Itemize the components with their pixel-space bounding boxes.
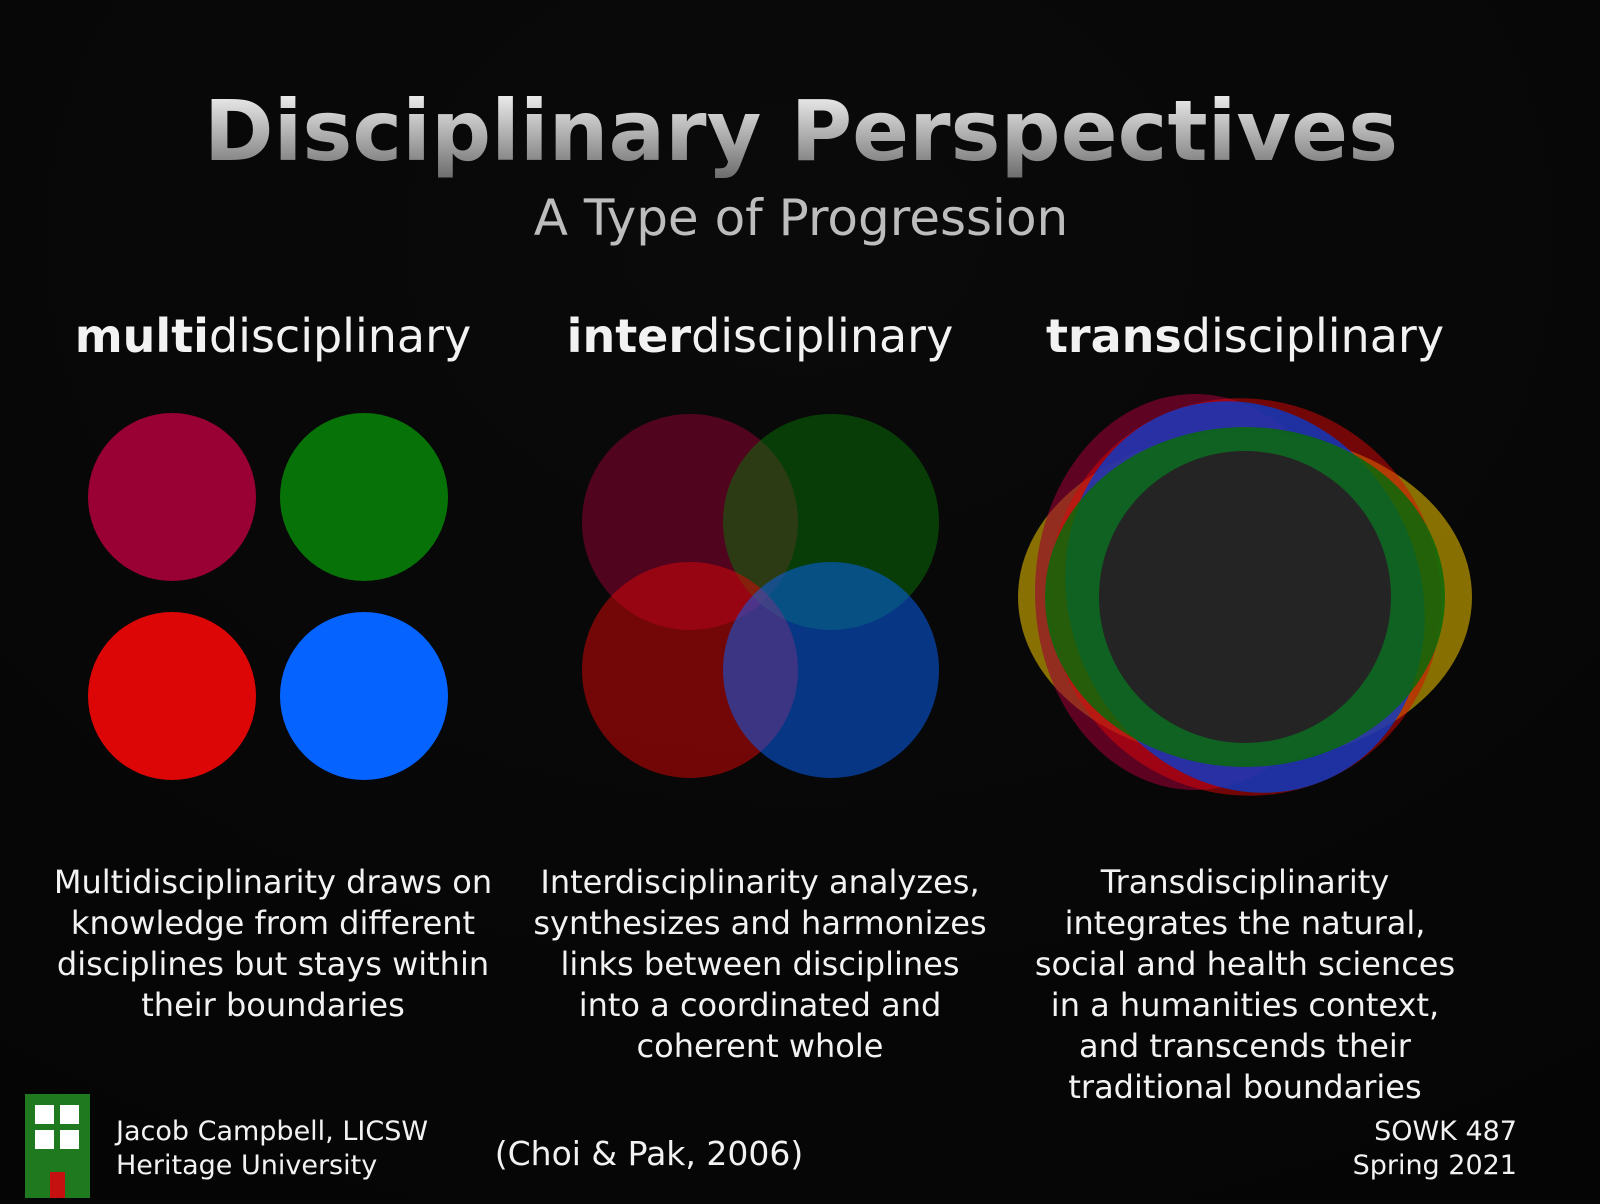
author-name: Jacob Campbell, LICSW (114, 1116, 428, 1147)
column-heading: multidisciplinary (75, 309, 471, 363)
inter-circles (582, 414, 939, 778)
description-line: social and health sciences (1035, 945, 1455, 983)
heading-rest: disciplinary (209, 309, 471, 363)
description-line: Transdisciplinarity (1100, 863, 1389, 901)
description-line: into a coordinated and (579, 986, 942, 1024)
description-line: links between disciplines (560, 945, 959, 983)
heading-bold: trans (1046, 309, 1182, 363)
trans-circles (1018, 394, 1472, 796)
column-heading: interdisciplinary (567, 309, 954, 363)
heading-bold: multi (75, 309, 209, 363)
description-line: Interdisciplinarity analyzes, (540, 863, 979, 901)
logo (25, 1094, 90, 1198)
description-line: Multidisciplinarity draws on (54, 863, 492, 901)
description-line: coherent whole (637, 1027, 884, 1065)
heading-rest: disciplinary (691, 309, 953, 363)
description-line: integrates the natural, (1065, 904, 1426, 942)
citation: (Choi & Pak, 2006) (495, 1134, 804, 1173)
column-heading: transdisciplinary (1046, 309, 1444, 363)
course-code: SOWK 487 (1374, 1116, 1517, 1147)
description-line: knowledge from different (71, 904, 475, 942)
description-line: traditional boundaries (1068, 1068, 1421, 1106)
heading-rest: disciplinary (1182, 309, 1444, 363)
subtitle: A Type of Progression (534, 189, 1068, 247)
description-line: and transcends their (1079, 1027, 1412, 1065)
author-affiliation: Heritage University (116, 1150, 377, 1181)
description-line: their boundaries (141, 986, 405, 1024)
title: Disciplinary Perspectives (204, 82, 1398, 180)
description-line: in a humanities context, (1051, 986, 1439, 1024)
description-line: synthesizes and harmonizes (533, 904, 986, 942)
course-term: Spring 2021 (1353, 1150, 1517, 1181)
heading-bold: inter (567, 309, 692, 363)
description-line: disciplines but stays within (57, 945, 489, 983)
multi-circles (88, 413, 448, 780)
